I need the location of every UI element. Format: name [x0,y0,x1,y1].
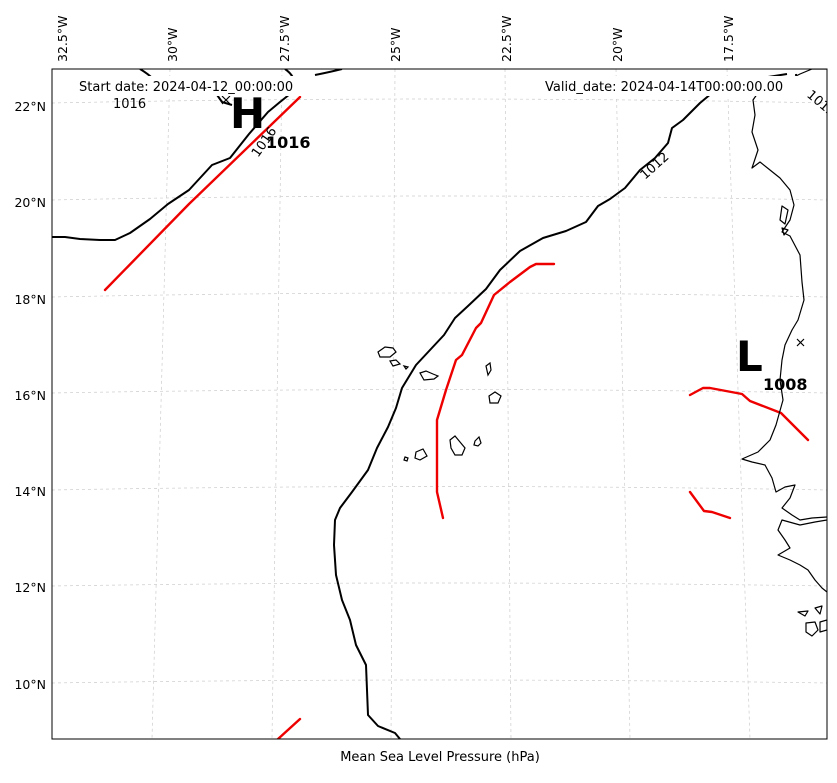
front-central [435,262,556,520]
low-pressure-value: 1008 [763,375,808,394]
lon-tick: 25°W [388,27,403,62]
latitude-ticks: 22°N 20°N 18°N 16°N 14°N 12°N 10°N [14,99,46,692]
map-frame [51,68,828,740]
map-caption: Mean Sea Level Pressure (hPa) [340,750,540,765]
longitude-ticks: 32.5°W 30°W 27.5°W 25°W 22.5°W 20°W 17.5… [55,16,736,62]
lat-tick: 14°N [14,484,46,499]
isobar-1016 [52,84,301,241]
isobar-1012 [333,73,788,739]
high-pressure-value: 1016 [266,133,311,152]
lat-tick: 10°N [14,677,46,692]
low-center-marker [796,338,805,347]
valid-date-label: Valid_date: 2024-04-14T00:00:00.00 [545,80,783,95]
fronts [103,95,810,739]
front-south [276,717,302,739]
high-pressure-symbol: H [230,89,265,138]
front-east-lower [688,490,732,520]
isobar-label: 1016 [113,97,146,112]
lon-tick: 17.5°W [721,16,736,62]
lat-tick: 18°N [14,292,46,307]
lat-tick: 20°N [14,195,46,210]
cape-verde-islands [377,346,502,462]
front-east-upper [688,386,810,442]
lon-tick: 32.5°W [55,16,70,62]
start-date-label: Start date: 2024-04-12_00:00:00 [79,80,293,95]
low-pressure-symbol: L [736,332,763,381]
lat-tick: 16°N [14,388,46,403]
graticule [52,69,827,739]
lat-tick: 22°N [14,99,46,114]
front-northwest [103,95,302,292]
coastline [741,69,827,637]
lon-tick: 22.5°W [499,16,514,62]
lon-tick: 20°W [610,27,625,62]
lon-tick: 30°W [165,27,180,62]
lat-tick: 12°N [14,580,46,595]
lon-tick: 27.5°W [277,16,292,62]
high-center-marker [221,95,231,105]
